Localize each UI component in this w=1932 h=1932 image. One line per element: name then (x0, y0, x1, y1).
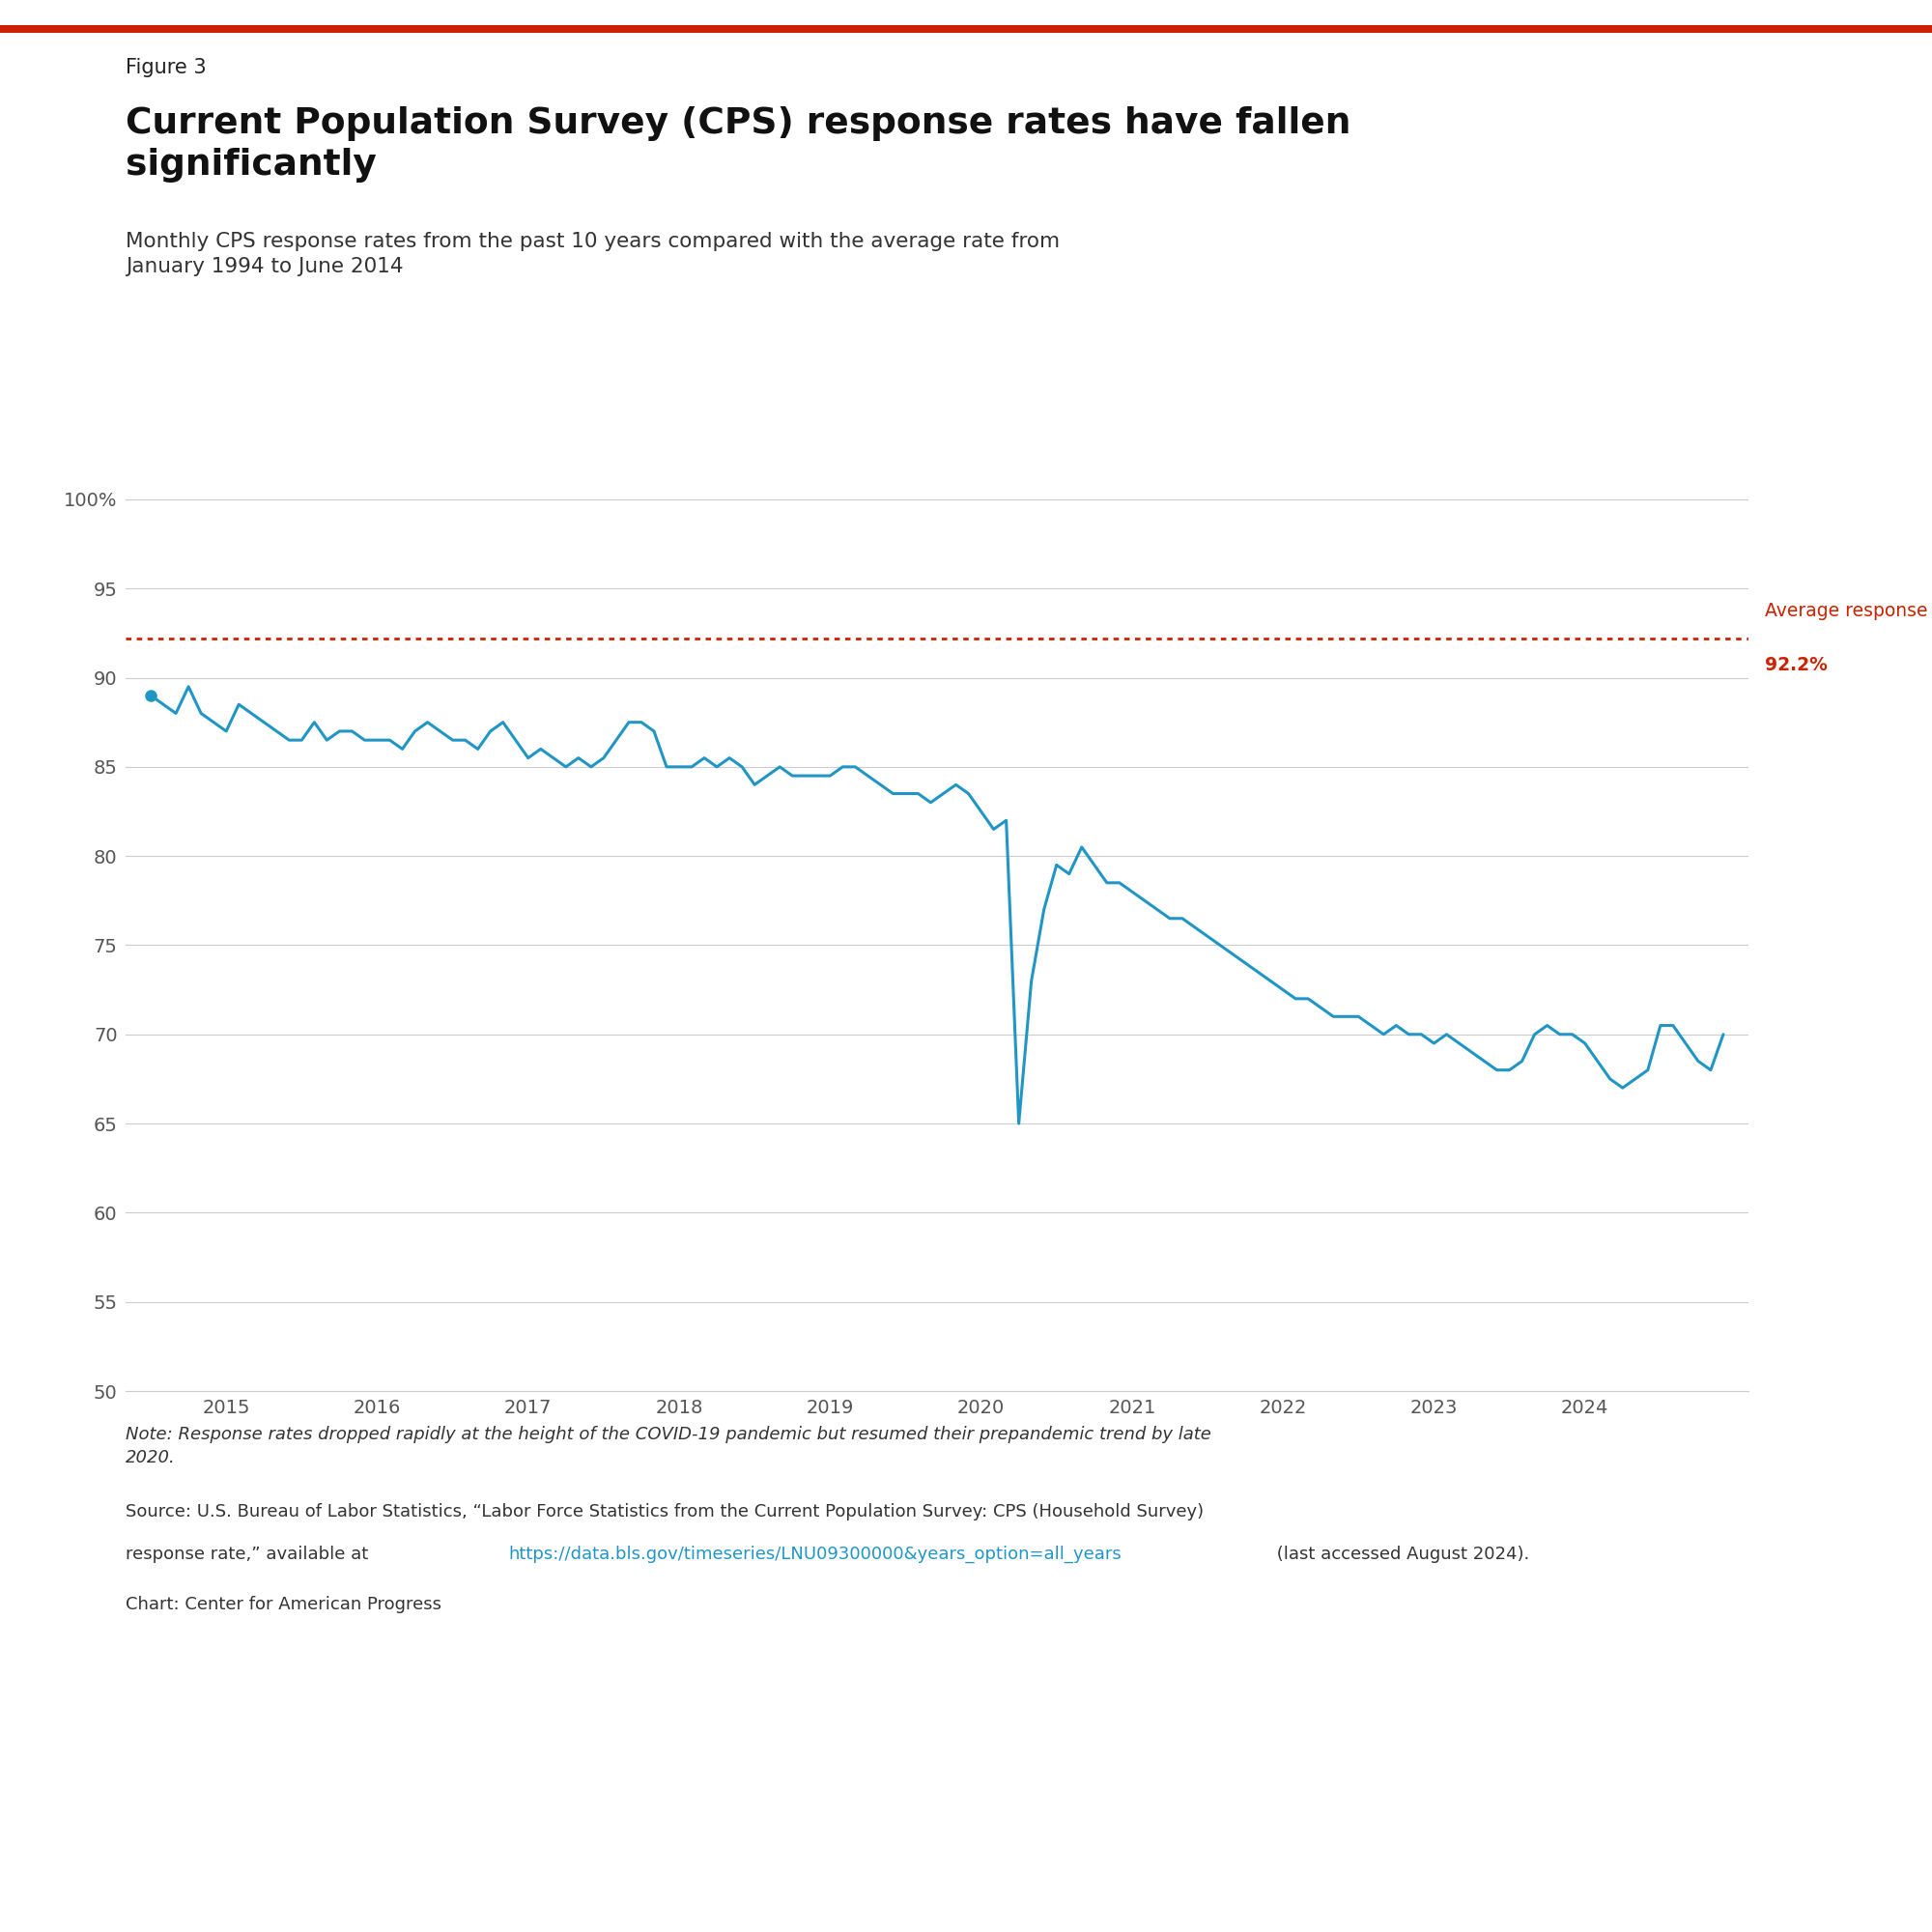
Text: Note: Response rates dropped rapidly at the height of the COVID-19 pandemic but : Note: Response rates dropped rapidly at … (126, 1426, 1211, 1466)
Text: Current Population Survey (CPS) response rates have fallen
significantly: Current Population Survey (CPS) response… (126, 106, 1350, 184)
Text: Average response rate: Average response rate (1764, 603, 1932, 620)
Text: Chart: Center for American Progress: Chart: Center for American Progress (126, 1596, 440, 1613)
Text: Source: U.S. Bureau of Labor Statistics, “Labor Force Statistics from the Curren: Source: U.S. Bureau of Labor Statistics,… (126, 1503, 1204, 1520)
Text: response rate,” available at: response rate,” available at (126, 1546, 375, 1563)
Text: https://data.bls.gov/timeseries/LNU09300000&years_option=all_years: https://data.bls.gov/timeseries/LNU09300… (508, 1546, 1121, 1563)
Text: Figure 3: Figure 3 (126, 58, 207, 77)
Text: Monthly CPS response rates from the past 10 years compared with the average rate: Monthly CPS response rates from the past… (126, 232, 1061, 276)
Text: 92.2%: 92.2% (1764, 657, 1828, 674)
Text: (last accessed August 2024).: (last accessed August 2024). (1271, 1546, 1530, 1563)
